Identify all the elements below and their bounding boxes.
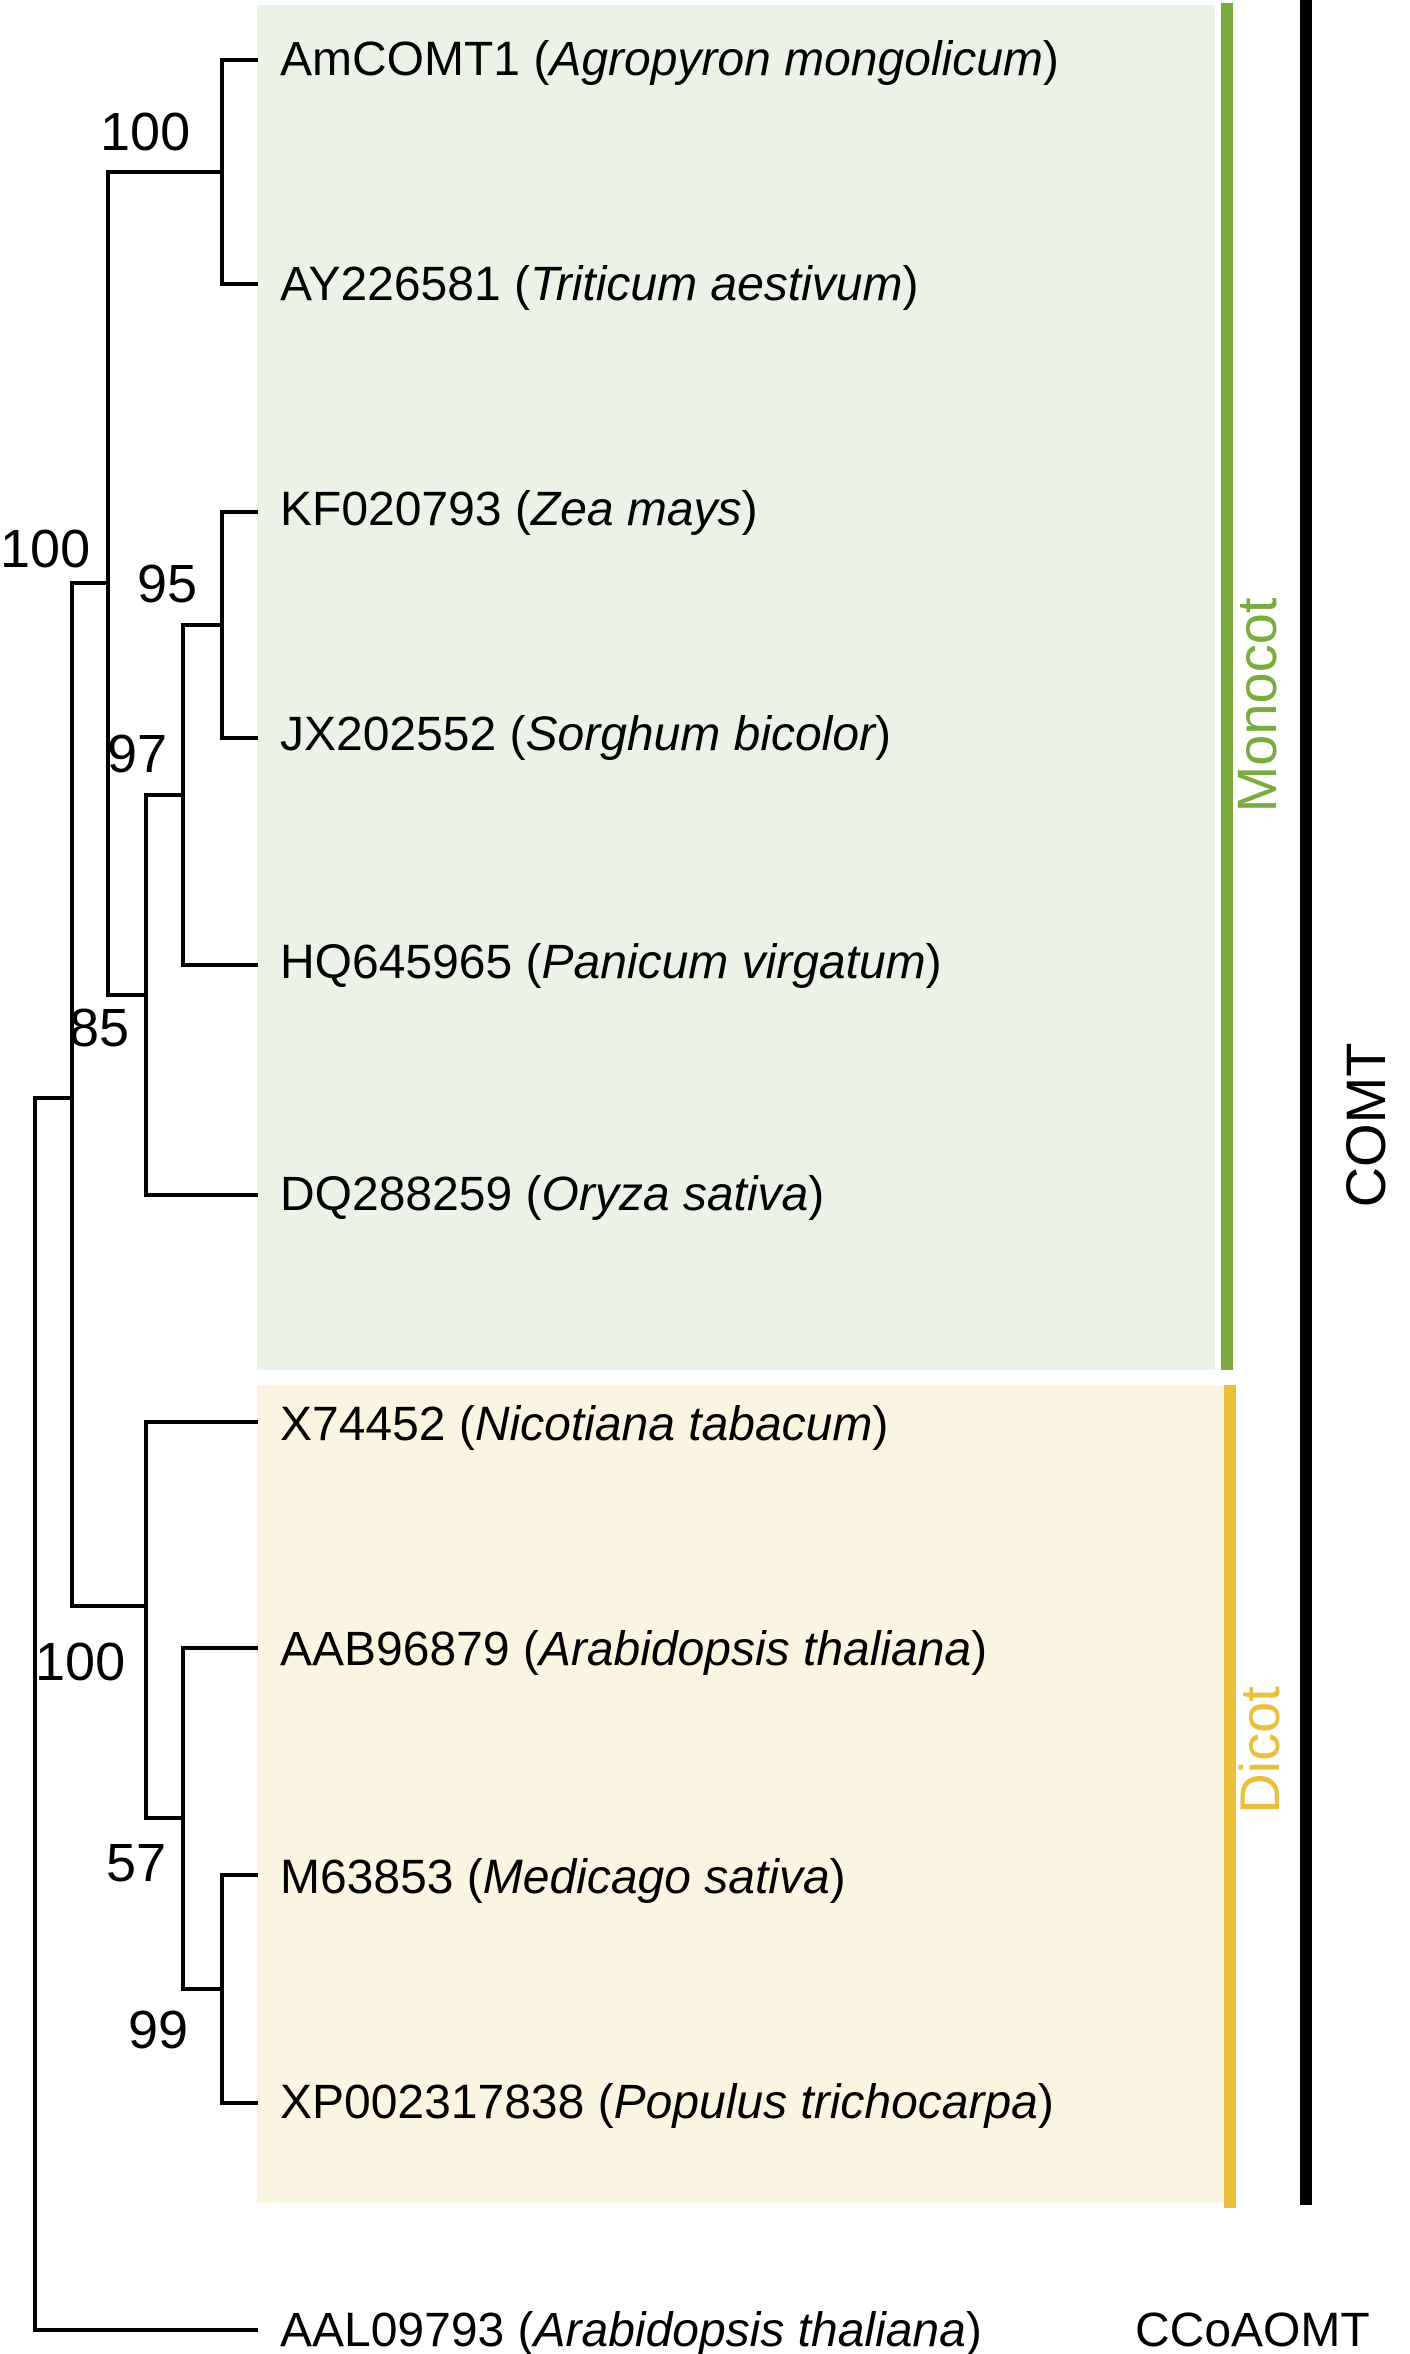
taxon-species: Medicago sativa bbox=[483, 1851, 830, 1904]
taxon-label: AAL09793 (Arabidopsis thaliana) bbox=[280, 2304, 982, 2354]
taxon-species: Panicum virgatum bbox=[542, 936, 926, 989]
bootstrap-amcomt-triticum: 100 bbox=[100, 102, 190, 162]
ccoaomt-label: CCoAOMT bbox=[1135, 2304, 1370, 2354]
branch-zea-sorghum bbox=[220, 510, 258, 740]
taxon-species: Arabidopsis thaliana bbox=[536, 1623, 971, 1676]
branch-comt-root bbox=[70, 581, 146, 1608]
taxon-accession: XP002317838 ( bbox=[280, 2076, 614, 2129]
taxon-accession: JX202552 ( bbox=[280, 708, 526, 761]
bootstrap-with-oryza: 85 bbox=[69, 998, 129, 1058]
taxon-species: Populus trichocarpa bbox=[614, 2076, 1038, 2129]
taxon-labels: AmCOMT1 (Agropyron mongolicum) AY226581 (… bbox=[280, 33, 1059, 2354]
taxon-accession: AmCOMT1 ( bbox=[280, 33, 549, 86]
taxon-accession: HQ645965 ( bbox=[280, 936, 542, 989]
taxon-species: Zea mays bbox=[530, 483, 742, 536]
bootstrap-zea-sorghum: 95 bbox=[137, 554, 197, 614]
monocot-background bbox=[257, 5, 1215, 1370]
taxon-accession: M63853 ( bbox=[280, 1851, 483, 1904]
taxon-label: HQ645965 (Panicum virgatum) bbox=[280, 936, 942, 989]
bootstrap-med-pop: 99 bbox=[128, 2000, 188, 2060]
bootstrap-monocot-clade: 100 bbox=[0, 519, 90, 579]
taxon-species: Sorghum bicolor bbox=[526, 708, 878, 761]
taxon-accession: KF020793 ( bbox=[280, 483, 531, 536]
taxon-species: Triticum aestivum bbox=[530, 258, 903, 311]
taxon-species: Oryza sativa bbox=[542, 1168, 809, 1221]
branch-root bbox=[33, 1096, 258, 2332]
taxon-label: AY226581 (Triticum aestivum) bbox=[280, 258, 918, 311]
taxon-species: Nicotiana tabacum bbox=[475, 1398, 873, 1451]
branch-dicot-root bbox=[144, 1420, 258, 1820]
taxon-label: AAB96879 (Arabidopsis thaliana) bbox=[280, 1623, 987, 1676]
dicot-background bbox=[257, 1385, 1232, 2203]
taxon-accession: DQ288259 ( bbox=[280, 1168, 542, 1221]
bootstrap-arab-med-pop: 57 bbox=[106, 1833, 166, 1893]
tree-branches bbox=[33, 58, 258, 2332]
dicot-label: Dicot bbox=[1228, 1686, 1291, 1814]
taxon-label: XP002317838 (Populus trichocarpa) bbox=[280, 2076, 1054, 2129]
taxon-label: DQ288259 (Oryza sativa) bbox=[280, 1168, 824, 1221]
branch-amcomt-triticum bbox=[220, 58, 258, 286]
taxon-label: JX202552 (Sorghum bicolor) bbox=[280, 708, 891, 761]
taxon-label: X74452 (Nicotiana tabacum) bbox=[280, 1398, 888, 1451]
taxon-accession: AAB96879 ( bbox=[280, 1623, 539, 1676]
taxon-accession: AAL09793 ( bbox=[280, 2304, 534, 2354]
bootstrap-dicot-clade: 100 bbox=[35, 1632, 125, 1692]
taxon-species: Arabidopsis thaliana bbox=[531, 2304, 966, 2354]
branch-with-oryza bbox=[144, 793, 258, 1197]
taxon-accession: X74452 ( bbox=[280, 1398, 475, 1451]
taxon-label: KF020793 (Zea mays) bbox=[280, 483, 758, 536]
comt-label: COMT bbox=[1334, 1043, 1397, 1208]
taxon-accession: AY226581 ( bbox=[280, 258, 530, 311]
branch-med-pop bbox=[220, 1873, 258, 2105]
taxon-label: M63853 (Medicago sativa) bbox=[280, 1851, 846, 1904]
taxon-label: AmCOMT1 (Agropyron mongolicum) bbox=[280, 33, 1059, 86]
bootstrap-with-panicum: 97 bbox=[107, 724, 167, 784]
taxon-species: Agropyron mongolicum bbox=[546, 33, 1043, 86]
monocot-label: Monocot bbox=[1225, 597, 1288, 812]
